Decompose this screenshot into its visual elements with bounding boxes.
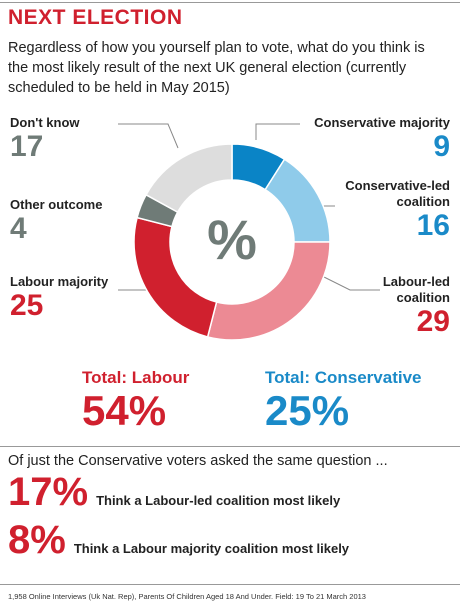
leader-line: [118, 123, 179, 149]
rule: [0, 446, 460, 447]
center-label: %: [207, 208, 257, 271]
chart-subtitle: Regardless of how you yourself plan to v…: [8, 40, 425, 96]
segment-value: 4: [10, 212, 27, 245]
followup-value: 17%: [8, 470, 89, 514]
leader-line: [319, 274, 380, 291]
total-value: 54%: [82, 387, 167, 434]
segment-value: 9: [433, 130, 450, 163]
rule: [0, 584, 460, 585]
segment-label: Other outcome: [10, 197, 103, 212]
segment-label: Conservative majority: [314, 115, 450, 130]
followup-text: Think a Labour majority coalition most l…: [73, 541, 350, 556]
source: 1,958 Online Interviews (Uk Nat. Rep), P…: [8, 592, 366, 601]
chart-title: NEXT ELECTION: [8, 6, 183, 29]
donut-slice: [133, 216, 218, 338]
segment-label: Conservative-led coalition: [345, 178, 450, 209]
donut: [133, 143, 331, 341]
total-group: Total: Conservative 25%: [265, 368, 422, 434]
segment-label-group: Labour-led coalition 29: [370, 274, 450, 338]
followup-heading: Of just the Conservative voters asked th…: [8, 453, 388, 469]
followup-value: 8%: [8, 518, 66, 562]
segment-label-group: Conservative-led coalition 16: [330, 178, 450, 242]
segment-value: 17: [10, 130, 44, 163]
segment-label: Labour-led coalition: [382, 274, 450, 305]
segment-label-group: Don't know 17: [10, 115, 130, 163]
followup-item: 17% Think a Labour-led coalition most lik…: [8, 470, 340, 515]
segment-value: 25: [10, 289, 44, 322]
segment-label-group: Other outcome 4: [10, 197, 140, 245]
segment-label: Labour majority: [10, 274, 109, 289]
segment-label-group: Labour majority 25: [10, 274, 130, 322]
rule: [0, 2, 460, 3]
total-label: Total: Labour: [82, 368, 190, 387]
segment-label-group: Conservative majority 9: [290, 115, 450, 163]
total-group: Total: Labour 54%: [82, 368, 189, 434]
followup-text: Think a Labour-led coalition most likely: [96, 493, 341, 508]
segment-label: Don't know: [10, 115, 80, 130]
donut-slice: [145, 143, 233, 214]
segment-value: 16: [416, 209, 450, 242]
segment-value: 29: [416, 305, 450, 338]
total-label: Total: Conservative: [265, 368, 422, 387]
leader-line: [255, 123, 300, 140]
total-value: 25%: [265, 387, 350, 434]
followup-item: 8% Think a Labour majority coalition most…: [8, 518, 349, 563]
